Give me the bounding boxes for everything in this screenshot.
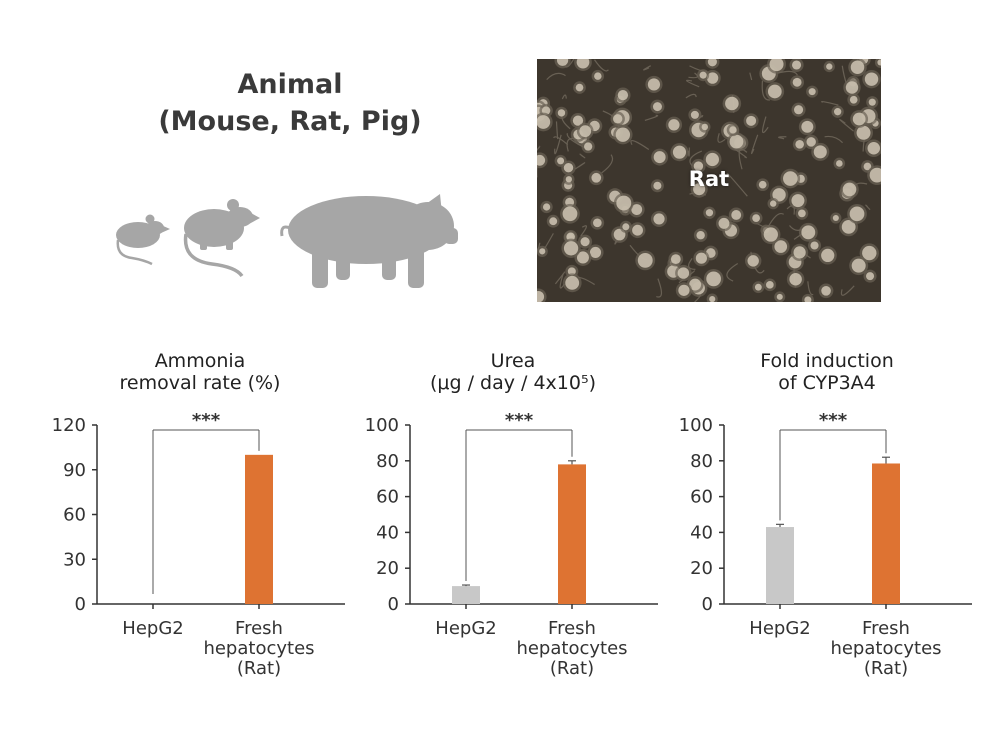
heading-line-1: Animal — [237, 69, 343, 100]
chart-title-line-2: of CYP3A4 — [778, 372, 876, 394]
chart-title-line-2: (μg / day / 4x10⁵) — [429, 372, 596, 394]
animal-heading: Animal (Mouse, Rat, Pig) — [150, 66, 430, 140]
chart-title: Urea (μg / day / 4x10⁵) — [368, 350, 658, 394]
bar-fresh-hepatocytes — [872, 463, 900, 604]
bar-hepg2 — [452, 586, 480, 604]
y-tick-label: 120 — [52, 415, 86, 436]
y-tick-label: 60 — [376, 487, 399, 508]
y-tick-label: 100 — [365, 415, 399, 436]
y-tick-label: 60 — [690, 487, 713, 508]
chart-title-line-1: Ammonia — [154, 350, 246, 372]
y-tick-label: 20 — [690, 558, 713, 579]
y-tick-label: 30 — [63, 549, 86, 570]
y-tick-label: 80 — [690, 451, 713, 472]
animal-icons — [116, 194, 458, 288]
y-tick-label: 80 — [376, 451, 399, 472]
chart-title-line-1: Fold induction — [760, 350, 894, 372]
y-tick-label: 0 — [388, 594, 399, 615]
urea-plot: 0 20 40 60 80 100 HepG2 Fresh hepatocytes (Rat) **… — [365, 410, 658, 679]
cyp3a4-chart: Fold induction of CYP3A4 0 20 40 60 80 100 Hep… — [662, 345, 992, 725]
cell-nuclei — [537, 59, 881, 302]
ammonia-plot: 0 30 60 90 120 HepG2 Fresh hepatocytes (Rat) *** — [52, 410, 345, 679]
urea-chart: Urea (μg / day / 4x10⁵) 0 20 40 60 80 100 HepG… — [348, 345, 678, 725]
x-category-label: Fresh hepatocytes (Rat) — [203, 618, 314, 679]
chart-title-line-1: Urea — [490, 350, 536, 372]
rat-icon — [183, 199, 260, 278]
cyp3a4-plot: 0 20 40 60 80 100 HepG2 Fresh hepatocytes (Rat) **… — [679, 410, 972, 679]
bar-hepg2 — [766, 527, 794, 604]
ammonia-chart: Ammonia removal rate (%) 0 30 60 90 120 HepG2… — [35, 345, 365, 725]
y-tick-label: 0 — [75, 594, 86, 615]
x-category-label: Fresh hepatocytes (Rat) — [830, 618, 941, 679]
significance-label: *** — [505, 410, 534, 431]
x-category-label: HepG2 — [122, 618, 183, 639]
x-category-label: Fresh hepatocytes (Rat) — [516, 618, 627, 679]
y-tick-label: 0 — [702, 594, 713, 615]
x-category-label: HepG2 — [435, 618, 496, 639]
significance-label: *** — [192, 410, 221, 431]
photo-label: Rat — [688, 167, 730, 191]
y-tick-label: 20 — [376, 558, 399, 579]
chart-title: Fold induction of CYP3A4 — [682, 350, 972, 394]
cell-micrograph: Rat — [537, 59, 881, 302]
mouse-icon — [116, 214, 170, 266]
x-category-label: HepG2 — [749, 618, 810, 639]
y-tick-label: 100 — [679, 415, 713, 436]
chart-title-line-2: removal rate (%) — [119, 372, 281, 394]
bar-fresh-hepatocytes — [245, 454, 273, 604]
y-tick-label: 40 — [690, 522, 713, 543]
significance-label: *** — [819, 410, 848, 431]
pig-icon — [280, 194, 458, 288]
cell-micrograph-image — [537, 59, 881, 302]
heading-line-2: (Mouse, Rat, Pig) — [158, 106, 422, 137]
chart-title: Ammonia removal rate (%) — [55, 350, 345, 394]
y-tick-label: 90 — [63, 460, 86, 481]
y-tick-label: 40 — [376, 522, 399, 543]
y-tick-label: 60 — [63, 505, 86, 526]
bar-fresh-hepatocytes — [558, 464, 586, 604]
